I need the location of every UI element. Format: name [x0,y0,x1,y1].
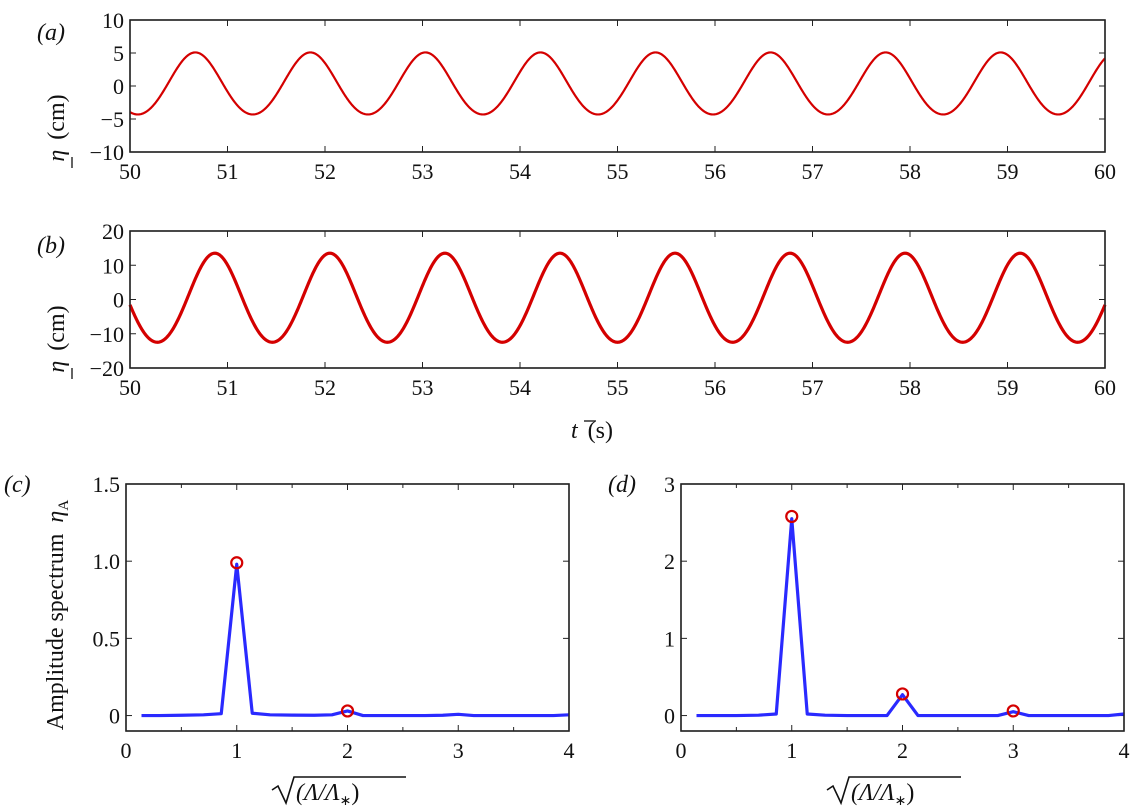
y-tick-label: 0 [113,288,124,313]
spectrum-line [696,517,1125,718]
x-tick-label: 51 [217,159,239,184]
panel-b: (b) η (cm) 50 51 52 53 54 55 56 57 58 59 60 −20 −10 0… [37,219,1116,444]
x-tick-label: 52 [314,375,336,400]
x-tick-label: 57 [802,159,824,184]
x-tick-label: 56 [704,375,726,400]
panel-label-b: (b) [37,233,65,259]
svg-text:t (s): t (s) [571,418,613,444]
peak-marker [230,556,244,570]
x-tick-label: 2 [897,738,908,763]
y-tick-label: 10 [102,253,124,278]
y-tick-label: 1 [664,626,675,651]
y-tick-label: 0.5 [93,626,121,651]
peak-marker [895,687,910,701]
y-tick-label: 0 [664,704,675,729]
x-tick-label: 53 [412,159,434,184]
panel-label-c: (c) [4,472,31,498]
x-tick-label: 52 [314,159,336,184]
x-tick-label: 56 [704,159,726,184]
x-tick-label: 55 [607,159,629,184]
axes-frame [129,19,1106,153]
axes-frame [129,230,1106,369]
y-axis-title-a: η (cm) [44,94,70,161]
sqrt-radical-icon [826,776,961,806]
x-tick-label: 55 [607,375,629,400]
svg-text:η (cm): η (cm) [44,94,70,161]
peak-marker [340,704,355,718]
x-tick-label: 4 [564,738,575,763]
panel-label-d: (d) [608,472,636,498]
panel-label-a: (a) [37,20,65,46]
x-tick-label: 60 [1094,159,1116,184]
axes-c: 0 1 2 3 4 0 0.5 1.0 1.5 [93,472,575,763]
y-axis-title-b: η (cm) [44,305,70,372]
x-tick-label: 60 [1094,375,1116,400]
x-axis-title-text: (Λ/Λ∗) [851,780,914,808]
x-tick-label: 3 [1008,738,1019,763]
x-tick-label: 2 [342,738,353,763]
x-axis-title-d: (Λ/Λ∗) [826,776,961,808]
y-axis-title-c: Amplitude spectrum ηA [43,500,72,731]
x-tick-label: 58 [899,159,921,184]
x-tick-label: 59 [997,375,1019,400]
x-axis-title-text: (Λ/Λ∗) [296,780,359,808]
panel-c: (c) Amplitude spectrum ηA 0 1 2 3 4 0 0.5 1.0 1.… [4,472,575,808]
x-tick-label: 1 [786,738,797,763]
x-tick-label: 3 [453,738,464,763]
x-tick-label: 0 [676,738,687,763]
x-tick-label: 50 [119,159,141,184]
y-tick-label: 0 [109,704,120,729]
y-tick-label: 5 [113,41,124,66]
sqrt-radical-icon [271,776,406,806]
y-tick-label: −5 [101,107,124,132]
peak-marker [1006,704,1020,718]
svg-text:η (cm): η (cm) [44,305,70,372]
x-tick-label: 51 [217,375,239,400]
time-series-line [129,51,1106,116]
y-tick-label: 2 [664,549,675,574]
panel-d: (d) 0 1 2 3 4 0 1 2 3 (Λ/Λ∗) [608,472,1130,808]
x-tick-label: 59 [997,159,1019,184]
axes-b: 50 51 52 53 54 55 56 57 58 59 60 −20 −10 0 10 20 [90,219,1116,400]
y-tick-label: −20 [90,356,124,381]
axes-frame [125,483,570,732]
panel-a: (a) η (cm) 50 51 52 53 54 55 56 57 58 59 60−10−505… [37,8,1116,184]
y-tick-label: 0 [113,74,124,99]
x-tick-label: 50 [119,375,141,400]
x-tick-label: 54 [509,159,531,184]
x-axis-title-b: t (s) [571,418,613,444]
time-series-line [128,251,1107,344]
x-tick-label: 53 [412,375,434,400]
x-tick-label: 1 [231,738,242,763]
x-tick-label: 4 [1119,738,1130,763]
y-tick-label: −10 [90,140,124,165]
y-tick-label: 3 [664,472,675,497]
y-tick-label: 1.0 [93,549,121,574]
spectrum-line [141,562,570,718]
y-tick-label: 10 [102,8,124,33]
axes-a: 50 51 52 53 54 55 56 57 58 59 60 −10 −5 0 5 10 [90,8,1116,184]
x-axis-title-c: (Λ/Λ∗) [271,776,406,808]
svg-text:Amplitude spectrum ηA: Amplitude spectrum ηA [43,500,72,731]
axes-d: 0 1 2 3 4 0 1 2 3 [664,472,1130,763]
y-tick-label: 1.5 [93,472,121,497]
x-tick-label: 57 [802,375,824,400]
y-tick-label: 20 [102,219,124,244]
peak-marker [785,509,799,524]
x-tick-label: 58 [899,375,921,400]
y-tick-label: −10 [90,322,124,347]
x-tick-label: 54 [509,375,531,400]
x-tick-label: 0 [121,738,132,763]
